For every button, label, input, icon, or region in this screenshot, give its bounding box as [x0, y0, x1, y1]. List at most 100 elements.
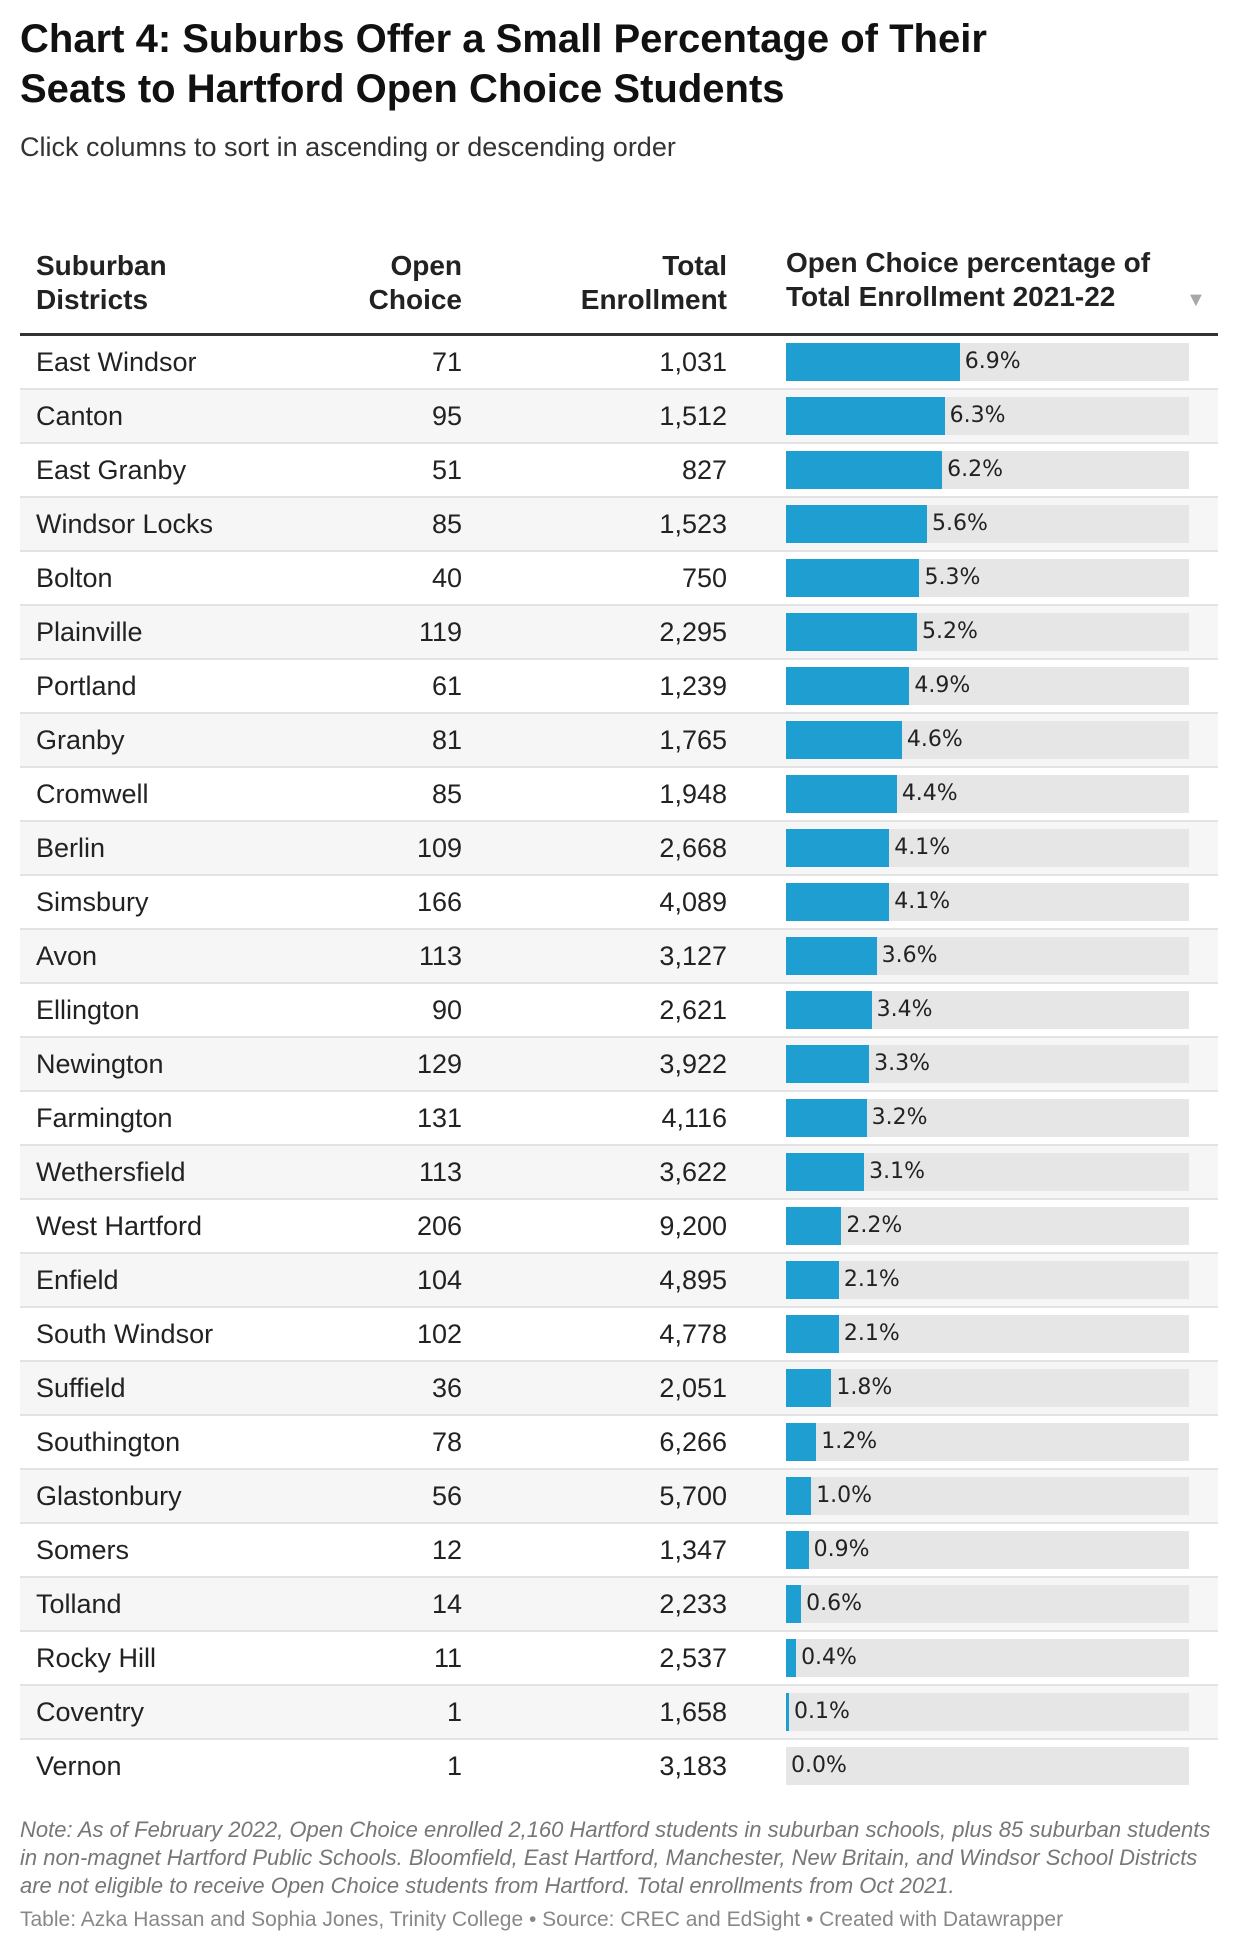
table-row: Berlin 109 2,668 4.1% — [20, 821, 1218, 876]
open-choice-value: 36 — [318, 1361, 476, 1416]
percentage-bar — [786, 1639, 797, 1677]
district-name: Portland — [20, 659, 318, 714]
table-row: Windsor Locks 85 1,523 5.6% — [20, 497, 1218, 552]
district-name: Canton — [20, 389, 318, 444]
bar-track: 6.3% — [786, 397, 1189, 435]
district-name: Newington — [20, 1037, 318, 1092]
percentage-cell: 3.3% — [741, 1037, 1218, 1092]
percentage-bar — [786, 667, 910, 705]
total-enrollment-value: 827 — [476, 443, 741, 498]
percentage-label: 4.4% — [901, 781, 958, 806]
open-choice-value: 85 — [318, 767, 476, 822]
open-choice-value: 1 — [318, 1685, 476, 1740]
total-enrollment-value: 1,658 — [476, 1685, 741, 1740]
percentage-bar — [786, 343, 960, 381]
district-name: Cromwell — [20, 767, 318, 822]
percentage-bar — [786, 937, 877, 975]
table-row: East Windsor 71 1,031 6.9% — [20, 334, 1218, 390]
percentage-label: 3.3% — [874, 1051, 931, 1076]
percentage-label: 1.0% — [816, 1483, 873, 1508]
district-name: Suffield — [20, 1361, 318, 1416]
percentage-label: 0.4% — [801, 1645, 857, 1670]
percentage-cell: 0.0% — [741, 1739, 1218, 1792]
bar-track: 6.2% — [786, 451, 1189, 489]
table-row: Avon 113 3,127 3.6% — [20, 929, 1218, 984]
column-header-percentage[interactable]: Open Choice percentage of Total Enrollme… — [741, 218, 1218, 336]
percentage-cell: 3.4% — [741, 983, 1218, 1038]
bar-track: 4.4% — [786, 775, 1189, 813]
column-header-open-choice[interactable]: Open Choice — [318, 218, 476, 336]
bar-track: 2.1% — [786, 1315, 1189, 1353]
percentage-label: 6.9% — [964, 349, 1021, 374]
percentage-label: 2.1% — [843, 1321, 900, 1346]
open-choice-value: 78 — [318, 1415, 476, 1470]
percentage-label: 6.3% — [949, 403, 1006, 428]
total-enrollment-value: 1,347 — [476, 1523, 741, 1578]
district-name: Rocky Hill — [20, 1631, 318, 1686]
open-choice-value: 61 — [318, 659, 476, 714]
percentage-cell: 0.6% — [741, 1577, 1218, 1632]
total-enrollment-value: 4,089 — [476, 875, 741, 930]
percentage-bar — [786, 559, 920, 597]
total-enrollment-value: 1,948 — [476, 767, 741, 822]
percentage-label: 3.2% — [871, 1105, 928, 1130]
table-row: South Windsor 102 4,778 2.1% — [20, 1307, 1218, 1362]
percentage-bar — [786, 1315, 839, 1353]
district-name: Enfield — [20, 1253, 318, 1308]
percentage-bar — [786, 883, 890, 921]
chart-title: Chart 4: Suburbs Offer a Small Percentag… — [20, 17, 987, 111]
bar-track: 1.8% — [786, 1369, 1189, 1407]
district-name: Plainville — [20, 605, 318, 660]
district-name: Granby — [20, 713, 318, 768]
percentage-bar — [786, 613, 917, 651]
open-choice-value: 113 — [318, 929, 476, 984]
total-enrollment-value: 1,765 — [476, 713, 741, 768]
percentage-bar — [786, 775, 897, 813]
percentage-label: 1.8% — [836, 1375, 893, 1400]
percentage-label: 5.3% — [924, 565, 981, 590]
percentage-cell: 2.1% — [741, 1253, 1218, 1308]
column-header-total-enrollment[interactable]: Total Enrollment — [476, 218, 741, 336]
district-name: East Granby — [20, 443, 318, 498]
bar-track: 4.9% — [786, 667, 1189, 705]
open-choice-value: 71 — [318, 334, 476, 390]
open-choice-value: 81 — [318, 713, 476, 768]
open-choice-value: 51 — [318, 443, 476, 498]
percentage-cell: 3.2% — [741, 1091, 1218, 1146]
table-row: East Granby 51 827 6.2% — [20, 443, 1218, 498]
bar-track: 0.1% — [786, 1693, 1189, 1731]
table-row: Portland 61 1,239 4.9% — [20, 659, 1218, 714]
open-choice-value: 90 — [318, 983, 476, 1038]
total-enrollment-value: 3,127 — [476, 929, 741, 984]
percentage-label: 2.2% — [846, 1213, 903, 1238]
open-choice-value: 113 — [318, 1145, 476, 1200]
table-row: Ellington 90 2,621 3.4% — [20, 983, 1218, 1038]
district-name: Vernon — [36, 1750, 122, 1781]
percentage-label: 4.1% — [894, 835, 951, 860]
percentage-cell: 4.1% — [741, 875, 1218, 930]
total-enrollment-value: 2,051 — [476, 1361, 741, 1416]
percentage-label: 0.9% — [813, 1537, 870, 1562]
total-enrollment-value: 2,537 — [476, 1631, 741, 1686]
column-header-open-choice-label: Open Choice — [368, 250, 462, 315]
percentage-cell: 1.8% — [741, 1361, 1218, 1416]
percentage-cell: 0.9% — [741, 1523, 1218, 1578]
percentage-cell: 5.2% — [741, 605, 1218, 660]
open-choice-value: 119 — [318, 605, 476, 660]
open-choice-value: 109 — [318, 821, 476, 876]
bar-track: 0.0% — [786, 1747, 1189, 1785]
percentage-label: 4.9% — [914, 673, 971, 698]
percentage-cell: 6.2% — [741, 443, 1218, 498]
column-header-district[interactable]: Suburban Districts — [20, 218, 318, 336]
percentage-cell: 5.3% — [741, 551, 1218, 606]
total-enrollment-value: 1,523 — [476, 497, 741, 552]
percentage-cell: 0.4% — [741, 1631, 1218, 1686]
district-name: Farmington — [20, 1091, 318, 1146]
bar-track: 3.1% — [786, 1153, 1189, 1191]
percentage-cell: 0.1% — [741, 1685, 1218, 1740]
total-enrollment-value: 2,233 — [476, 1577, 741, 1632]
data-table: Suburban Districts Open Choice Total Enr… — [20, 218, 1218, 1792]
header-row: Suburban Districts Open Choice Total Enr… — [20, 218, 1218, 336]
percentage-cell: 4.1% — [741, 821, 1218, 876]
total-enrollment-value: 2,621 — [476, 983, 741, 1038]
